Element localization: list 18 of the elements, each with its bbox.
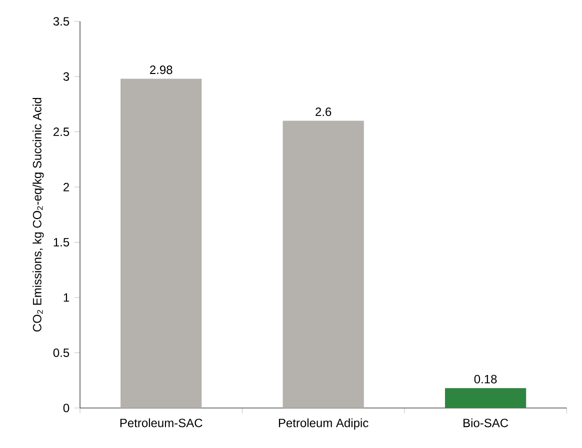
x-tick-label: Petroleum Adipic	[278, 418, 368, 430]
data-label: 2.6	[316, 108, 332, 116]
x-tick-label: Petroleum-SAC	[120, 418, 202, 428]
data-label: 2.98	[150, 66, 172, 74]
x-tick-label: Bio-SAC	[464, 418, 508, 428]
y-tick-label: 1.5	[54, 238, 70, 246]
y-tick-label: 1	[64, 293, 70, 302]
y-tick-label: 0	[63, 404, 70, 412]
y-tick-label: 0.5	[53, 348, 70, 358]
data-label: 0.18	[474, 374, 497, 384]
y-tick-label: 2	[64, 182, 69, 192]
y-tick-label: 3.5	[53, 17, 70, 26]
y-tick-label: 3	[63, 72, 70, 81]
bar	[120, 78, 202, 408]
y-tick-label: 2.5	[54, 128, 70, 136]
y-axis-title: CO$_{2}$ Emissions, kg CO$_{2}$-eq/kg Succinic Acid	[32, 98, 44, 332]
bar	[444, 388, 526, 408]
bar	[282, 120, 364, 408]
